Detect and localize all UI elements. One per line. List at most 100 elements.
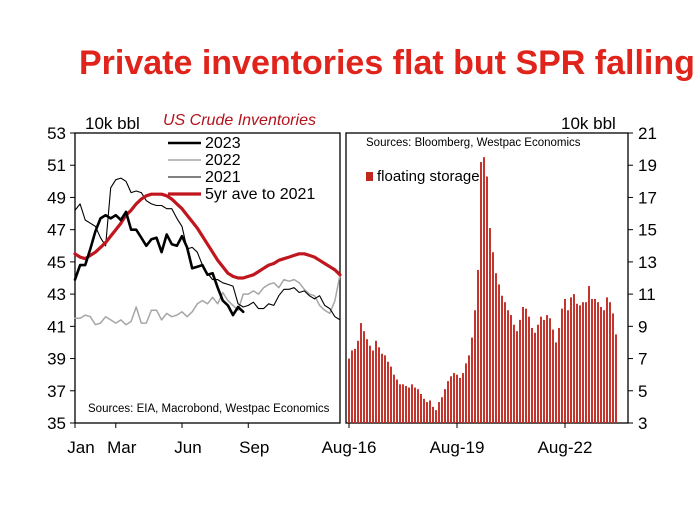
floating-storage-bar	[387, 361, 389, 423]
left-x-tick-label: Jan	[67, 438, 94, 457]
series-line-2022	[74, 274, 341, 326]
left-y-tick-label: 47	[47, 221, 66, 240]
floating-storage-bar	[450, 376, 452, 423]
floating-storage-bar	[471, 337, 473, 423]
right-x-tick-label: Aug-16	[322, 438, 377, 457]
floating-storage-bar	[558, 327, 560, 423]
floating-storage-bar	[615, 334, 617, 423]
right-y-tick-label: 3	[638, 414, 647, 433]
right-y-tick-label: 19	[638, 156, 657, 175]
floating-storage-bar	[396, 379, 398, 423]
right-legend-label: floating storage	[377, 168, 480, 185]
page-title: Private inventories flat but SPR falling	[79, 44, 695, 82]
floating-storage-bar	[609, 302, 611, 423]
right-y-tick-label: 7	[638, 350, 647, 369]
left-y-tick-label: 53	[47, 124, 66, 143]
floating-storage-bar	[459, 377, 461, 423]
right-y-tick-label: 21	[638, 124, 657, 143]
floating-storage-bar	[483, 157, 485, 424]
floating-storage-bar	[381, 353, 383, 423]
floating-storage-bar	[603, 310, 605, 423]
right-y-tick-label: 11	[638, 285, 656, 304]
floating-storage-bar	[399, 384, 401, 423]
floating-storage-bar	[408, 387, 410, 423]
left-y-tick-label: 43	[47, 285, 66, 304]
floating-storage-bar	[501, 295, 503, 423]
left-chart: 10k bbl US Crude Inventories 35 37 39 41 43 4…	[47, 112, 342, 457]
series-line-5yr-ave-to-2021	[73, 192, 342, 280]
floating-storage-bar	[456, 374, 458, 423]
floating-storage-bar	[519, 319, 521, 423]
floating-storage-bar	[432, 406, 434, 423]
floating-storage-bar	[435, 410, 437, 423]
floating-storage-bar	[528, 316, 530, 423]
right-x-tick-label: Aug-22	[538, 438, 593, 457]
floating-storage-bar	[570, 297, 572, 423]
floating-storage-bar	[393, 374, 395, 423]
floating-storage-bar	[531, 327, 533, 423]
floating-storage-bar	[462, 373, 464, 423]
floating-storage-bar	[375, 340, 377, 423]
floating-storage-bar	[366, 339, 368, 423]
floating-storage-bar	[585, 302, 587, 423]
floating-storage-bar	[567, 310, 569, 423]
left-y-tick-label: 45	[47, 253, 66, 272]
floating-storage-bar	[552, 329, 554, 423]
floating-storage-bar	[489, 228, 491, 423]
floating-storage-bar	[426, 402, 428, 423]
left-x-tick-label: Mar	[107, 438, 137, 457]
right-chart: 10k bbl Sources: Bloomberg, Westpac Econ…	[322, 114, 657, 457]
floating-storage-bar	[438, 402, 440, 423]
left-x-ticks: Jan Mar Jun Sep	[67, 423, 269, 457]
floating-storage-bar	[513, 324, 515, 423]
floating-storage-bar	[594, 298, 596, 423]
left-x-tick-label: Jun	[174, 438, 201, 457]
floating-storage-bar	[414, 387, 416, 423]
left-series-lines	[73, 177, 342, 326]
floating-storage-bar	[384, 355, 386, 423]
right-y-tick-label: 17	[638, 188, 657, 207]
floating-storage-bar	[492, 252, 494, 423]
floating-storage-bar	[468, 355, 470, 423]
floating-storage-bar	[480, 162, 482, 423]
floating-storage-bar	[372, 350, 374, 423]
floating-storage-bar	[486, 176, 488, 423]
legend-label: 2021	[205, 169, 241, 186]
floating-storage-bar	[495, 273, 497, 423]
right-legend: floating storage	[366, 168, 480, 185]
floating-storage-bar	[606, 297, 608, 423]
floating-storage-bar	[561, 308, 563, 423]
floating-storage-bar	[507, 310, 509, 423]
floating-storage-bar	[546, 315, 548, 423]
floating-storage-bar	[510, 315, 512, 423]
floating-storage-bar	[612, 313, 614, 423]
floating-storage-bar	[402, 384, 404, 423]
floating-storage-bar	[525, 308, 527, 423]
floating-storage-bar	[360, 323, 362, 423]
right-y-tick-label: 5	[638, 382, 647, 401]
legend-label: 2023	[205, 135, 241, 152]
right-source-note: Sources: Bloomberg, Westpac Economics	[366, 137, 581, 149]
floating-storage-bar	[441, 397, 443, 423]
floating-storage-bar	[453, 373, 455, 423]
floating-storage-bar	[582, 302, 584, 423]
floating-storage-bar	[534, 332, 536, 423]
right-y-tick-label: 13	[638, 253, 657, 272]
right-x-ticks: Aug-16 Aug-19 Aug-22	[322, 423, 593, 457]
right-y-ticks: 3 5 7 9 11 13 15 17 19 21	[628, 124, 657, 433]
floating-storage-bar	[579, 305, 581, 423]
left-y-ticks: 35 37 39 41 43 45 47 49 51 53	[47, 124, 75, 433]
left-source-note: Sources: EIA, Macrobond, Westpac Economi…	[88, 403, 330, 415]
left-chart-subtitle: US Crude Inventories	[163, 112, 316, 129]
floating-storage-bar	[465, 363, 467, 423]
left-y-tick-label: 51	[47, 156, 66, 175]
floating-storage-bar	[354, 348, 356, 423]
right-x-tick-label: Aug-19	[430, 438, 485, 457]
floating-storage-bar	[522, 307, 524, 423]
floating-storage-bar	[588, 286, 590, 423]
floating-storage-bar	[378, 347, 380, 423]
series-line-2023	[73, 210, 245, 317]
left-y-tick-label: 49	[47, 188, 66, 207]
